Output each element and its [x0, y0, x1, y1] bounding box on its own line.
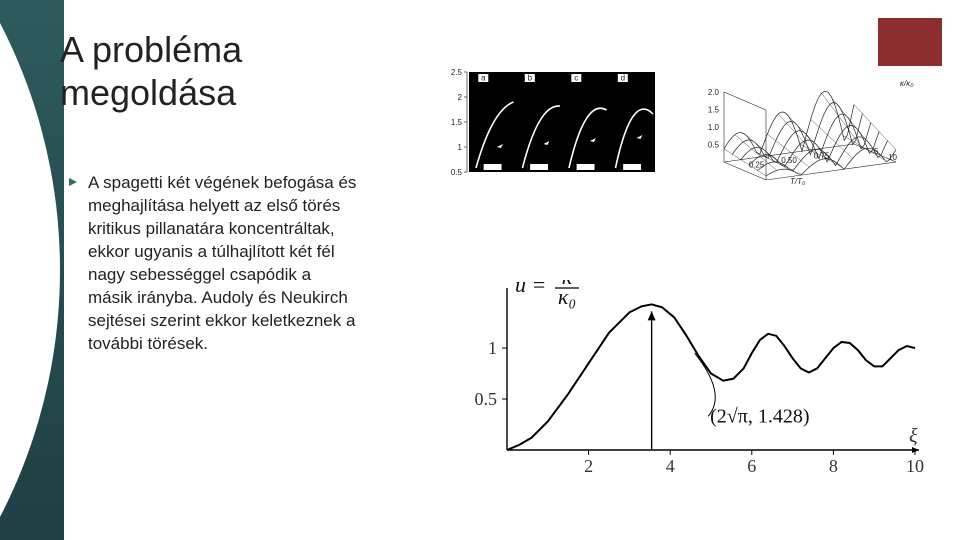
svg-text:2.0: 2.0: [708, 88, 720, 97]
svg-text:10: 10: [906, 456, 924, 476]
svg-text:(2√π, 1.428): (2√π, 1.428): [710, 405, 809, 427]
svg-text:0.25: 0.25: [749, 161, 765, 170]
svg-text:ξ: ξ: [909, 425, 918, 447]
svg-text:u =: u =: [515, 280, 546, 297]
svg-text:0.50: 0.50: [781, 156, 797, 165]
svg-text:a: a: [481, 74, 486, 83]
figure-3d-surface: 0.25 0.50 0.75 5 10 0.5 1.0 1.5 2.0 κ/κ₀ T/T₀: [690, 66, 920, 186]
title-line1: A probléma: [60, 29, 242, 70]
svg-text:2: 2: [584, 456, 593, 476]
svg-text:2.5: 2.5: [451, 68, 463, 77]
svg-text:4: 4: [666, 456, 675, 476]
svg-text:0.75: 0.75: [814, 152, 830, 161]
svg-text:d: d: [621, 74, 625, 83]
svg-text:8: 8: [829, 456, 838, 476]
svg-text:10: 10: [888, 153, 897, 162]
bullet-text: A spagetti két végének befogása és megha…: [88, 172, 358, 356]
svg-text:1.5: 1.5: [708, 106, 720, 115]
svg-text:c: c: [574, 74, 578, 83]
svg-text:2: 2: [458, 93, 463, 102]
svg-text:1.5: 1.5: [451, 118, 463, 127]
svg-text:1.0: 1.0: [708, 123, 720, 132]
slide-title: A probléma megoldása: [60, 28, 242, 114]
svg-text:0.5: 0.5: [708, 141, 720, 150]
figure-damped-wave: 2468100.51u =κκ₀(2√π, 1.428)ξ: [445, 280, 925, 490]
svg-text:1: 1: [488, 338, 497, 358]
svg-text:0.5: 0.5: [451, 168, 463, 177]
svg-text:5: 5: [874, 147, 879, 156]
svg-text:0.5: 0.5: [475, 389, 498, 409]
slide-content: A probléma megoldása A spagetti két végé…: [0, 0, 960, 540]
bullet-marker-icon: [68, 176, 80, 188]
svg-text:κ/κ₀: κ/κ₀: [900, 79, 914, 88]
svg-text:κ₀: κ₀: [558, 284, 576, 309]
svg-text:b: b: [528, 74, 533, 83]
title-line2: megoldása: [60, 72, 236, 113]
figure-photo-panels: 2.5 2 1.5 1 0.5 a b c d: [445, 66, 665, 186]
svg-text:6: 6: [747, 456, 756, 476]
accent-box: [878, 18, 942, 66]
svg-text:T/T₀: T/T₀: [790, 177, 806, 186]
svg-text:1: 1: [458, 143, 463, 152]
